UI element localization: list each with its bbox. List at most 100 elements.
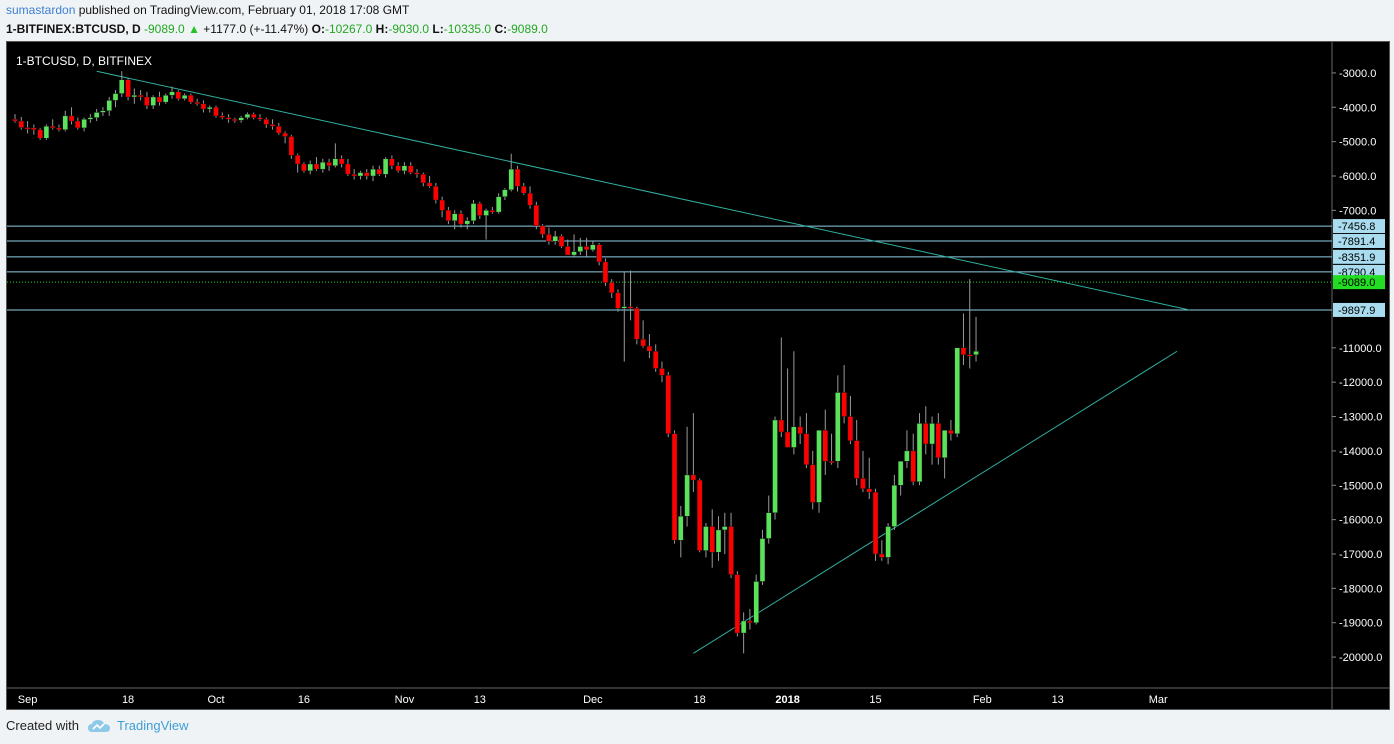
candle-down [872,491,879,555]
candle-down [602,261,609,283]
level-label: -7891.4 [1338,236,1375,248]
y-tick-label: -13000.0 [1339,412,1382,424]
up-arrow-icon: ▲ [188,22,200,36]
candle-down [414,172,420,175]
candle-down [527,192,533,206]
y-tick-label: -15000.0 [1339,480,1382,492]
candle-up [891,485,898,527]
candle-up [483,210,489,216]
candle-down [395,165,401,172]
candle-down [841,392,847,417]
candle-up [753,581,759,623]
candle-up [916,423,923,483]
candle-down [433,186,439,201]
level-label-bg [1333,219,1385,234]
candle-up [715,529,722,553]
candle-up [552,235,558,242]
tradingview-link[interactable]: TradingView [87,718,189,733]
candle-down [282,132,288,137]
candle-up [495,196,502,213]
x-tick-label: 18 [694,694,706,706]
candle-up [81,119,87,129]
candle-down [188,95,194,103]
ascending-trendline [693,350,1178,654]
candle-up [357,172,364,177]
candle-down [853,440,860,479]
candle-down [294,155,301,165]
tradingview-cloud-icon [87,719,110,732]
candle-down [257,117,263,120]
candle-up [244,113,251,118]
candle-up [87,117,94,120]
candle-up [954,347,960,434]
candle-up [816,430,822,503]
candle-down [659,368,665,376]
candle-down [313,163,320,170]
candle-down [288,136,295,156]
candlestick-chart[interactable]: -3000.0 -4000.0 -5000.0 -6000.0 -7000.0 -1100… [7,42,1389,709]
candle-down [200,103,207,110]
level-label: -8351.9 [1338,252,1375,264]
author-link[interactable]: sumastardon [6,3,76,17]
candle-down [539,225,546,235]
candle-down [31,127,37,130]
candle-down [18,120,24,128]
low-value: -10335.0 [443,22,492,36]
candle-up [93,112,100,118]
candle-up [766,512,772,539]
candle-down [250,113,257,118]
y-tick-label: -11000.0 [1339,343,1382,355]
candle-down [514,168,521,187]
candle-down [364,172,370,177]
candle-down [609,282,615,294]
tradingview-brand: TradingView [116,718,189,733]
x-tick-label: 18 [122,694,134,706]
candle-up [43,125,50,139]
level-label: -9897.9 [1338,305,1375,317]
candle-down [420,174,426,184]
candle-down [156,96,163,103]
candle-down [596,244,602,263]
x-tick-label: Dec [583,694,603,706]
candle-down [408,165,414,173]
candle-down [696,479,703,551]
x-tick-label: 13 [474,694,486,706]
y-tick-label: -16000.0 [1339,515,1382,527]
candle-up [451,213,458,221]
candle-up [740,620,747,634]
x-tick-label: 2018 [775,694,799,706]
candle-up [112,93,119,101]
y-tick-label: -19000.0 [1339,618,1382,630]
candle-down [225,117,232,120]
y-tick-label: -14000.0 [1339,446,1382,458]
candle-down [810,464,816,503]
candle-down [558,235,565,247]
level-label-bg [1333,234,1385,249]
candle-down [860,478,866,489]
candle-up [207,107,213,110]
candle-down [627,306,634,309]
price-change: +1177.0 (+-11.47%) [203,22,309,36]
open-value: -10267.0 [324,22,373,36]
candle-down [822,430,828,462]
chart-area[interactable]: -3000.0 -4000.0 -5000.0 -6000.0 -7000.0 -1100… [6,41,1390,710]
candle-down [665,375,671,434]
candle-down [634,308,640,340]
candle-down [910,450,916,483]
candle-down [458,213,464,225]
candle-up [590,244,596,251]
candle-down [734,574,741,634]
descending-trendline [96,70,1190,311]
candle-down [784,431,791,448]
close-value: -9089.0 [507,22,548,36]
candle-down [935,423,942,458]
candle-up [464,220,470,225]
x-tick-label: 15 [869,694,881,706]
candle-up [131,95,138,98]
chart-title: 1-BTCUSD, D, BITFINEX [16,54,153,68]
x-tick-label: Sep [18,694,38,706]
candle-down [489,210,496,213]
candle-down [533,205,540,227]
candle-down [866,488,872,493]
candle-down [301,163,307,172]
